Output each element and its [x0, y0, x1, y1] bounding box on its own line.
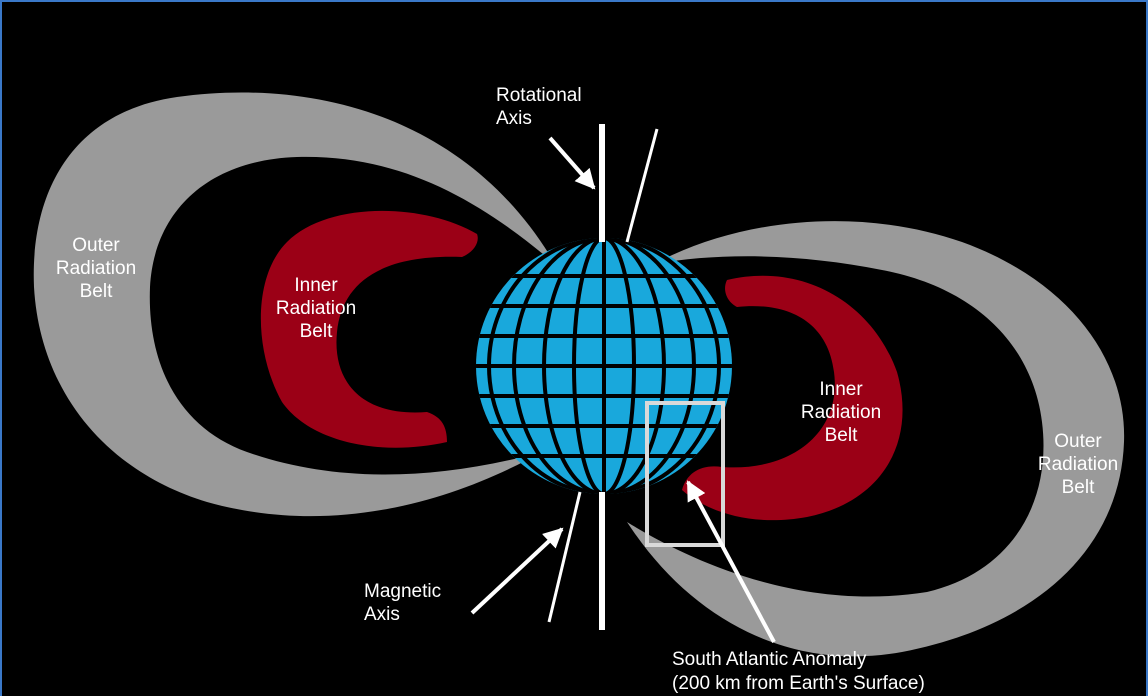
magnetic-axis-label: Magnetic Axis — [364, 581, 442, 625]
outer-radiation-belt-right — [627, 221, 1125, 657]
anomaly-subtitle-label: (200 km from Earth's Surface) — [672, 673, 925, 694]
anomaly-title-label: South Atlantic Anomaly — [672, 649, 867, 670]
outer-belt-left-label: Outer Radiation Belt — [55, 235, 137, 302]
inner-radiation-belt-right — [682, 275, 903, 521]
earth-grid — [476, 238, 732, 494]
outer-belt-right-label: Outer Radiation Belt — [1037, 431, 1119, 498]
south-atlantic-anomaly-box — [645, 401, 725, 547]
inner-belt-right-label: Inner Radiation Belt — [800, 379, 882, 446]
outer-radiation-belt-left — [33, 92, 556, 517]
rotational-axis-label: Rotational Axis — [496, 85, 582, 129]
magnetic-axis-arrow — [470, 527, 564, 615]
rotational-axis-arrow — [548, 136, 596, 190]
inner-radiation-belt-left — [260, 210, 478, 448]
magnetic-axis-lower — [547, 491, 582, 623]
anomaly-arrow — [686, 480, 776, 643]
inner-belt-left-label: Inner Radiation Belt — [275, 275, 357, 342]
magnetic-axis-upper — [625, 128, 659, 243]
